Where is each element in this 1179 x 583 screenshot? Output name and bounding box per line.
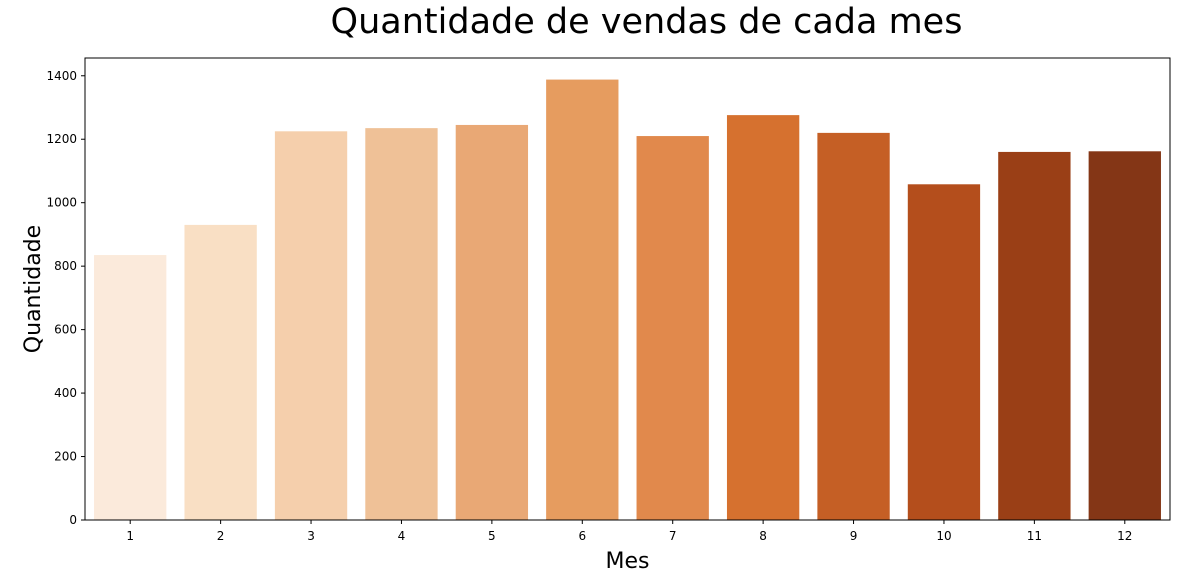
x-tick-label: 4 — [398, 529, 406, 543]
x-tick-label: 5 — [488, 529, 496, 543]
y-tick-label: 400 — [54, 386, 77, 400]
bar-5 — [455, 124, 529, 520]
bar-9 — [817, 132, 890, 520]
bars-group — [94, 79, 1161, 521]
x-tick-label: 2 — [217, 529, 225, 543]
bar-1 — [94, 255, 167, 521]
x-tick-label: 3 — [307, 529, 315, 543]
bar-10 — [907, 184, 981, 521]
x-tick-label: 11 — [1027, 529, 1042, 543]
x-axis: 1 2 3 4 5 6 7 8 9 10 11 12 — [126, 520, 1132, 543]
bar-3 — [274, 131, 348, 521]
y-tick-label: 1200 — [46, 132, 77, 146]
bar-4 — [365, 128, 438, 521]
x-tick-label: 8 — [759, 529, 767, 543]
x-tick-label: 6 — [578, 529, 586, 543]
bar-12 — [1088, 151, 1161, 521]
bar-2 — [184, 224, 257, 520]
x-tick-label: 7 — [669, 529, 677, 543]
y-tick-label: 1000 — [46, 196, 77, 210]
y-axis-label: Quantidade — [21, 225, 46, 353]
x-tick-label: 10 — [936, 529, 951, 543]
y-tick-label: 0 — [69, 513, 77, 527]
y-tick-label: 600 — [54, 323, 77, 337]
y-tick-label: 200 — [54, 450, 77, 464]
x-axis-label: Mes — [606, 549, 650, 574]
plot-frame — [84, 57, 1171, 521]
bar-8 — [726, 115, 800, 521]
x-tick-label: 9 — [850, 529, 858, 543]
x-tick-label: 12 — [1117, 529, 1132, 543]
bar-11 — [998, 151, 1071, 521]
chart-title: Quantidade de vendas de cada mes — [330, 2, 963, 42]
y-tick-label: 800 — [54, 259, 77, 273]
y-axis: 0 200 400 600 800 1000 1200 1400 — [46, 69, 85, 527]
bar-6 — [546, 79, 619, 520]
bar-7 — [636, 136, 709, 520]
y-tick-label: 1400 — [46, 69, 77, 83]
x-tick-label: 1 — [126, 529, 134, 543]
